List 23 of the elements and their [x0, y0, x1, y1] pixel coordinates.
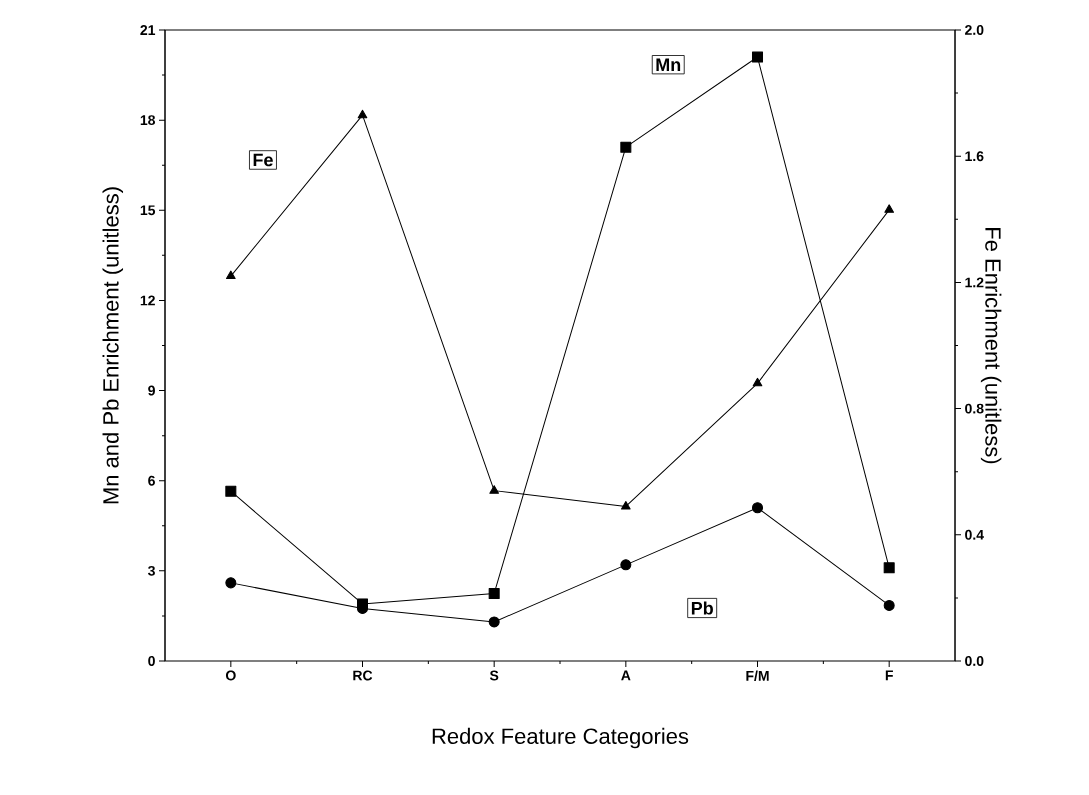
y2-tick-label: 0.4: [965, 529, 984, 540]
x-tick-label: O: [225, 670, 236, 681]
y-tick-label: 6: [148, 475, 155, 486]
x-tick-label: S: [489, 670, 499, 681]
x-tick-label: A: [621, 670, 631, 681]
y-tick-label: 18: [140, 115, 156, 126]
y-tick-label: 3: [148, 565, 155, 576]
series-label: Mn: [656, 58, 681, 71]
y2-tick-label: 0.0: [965, 656, 984, 666]
y-tick-label: 21: [140, 25, 156, 35]
y2-tick-label: 1.6: [965, 151, 984, 162]
y-tick-label: 9: [148, 385, 155, 396]
y-tick-label: 15: [140, 205, 156, 216]
x-tick-label: F/M: [746, 670, 769, 681]
text: Pb: [691, 601, 713, 615]
x-tick-label: F: [885, 670, 893, 681]
y2-tick-label: 2.0: [965, 25, 984, 35]
text: Fe: [253, 153, 273, 167]
x-axis-title: Redox Feature Categories: [432, 727, 689, 749]
y-axis-title: Mn and Pb Enrichment (unitless): [102, 187, 124, 504]
x-tick-label: RC: [353, 670, 373, 681]
y-tick-label: 12: [140, 295, 155, 306]
y-tick-label: 0: [148, 656, 155, 666]
